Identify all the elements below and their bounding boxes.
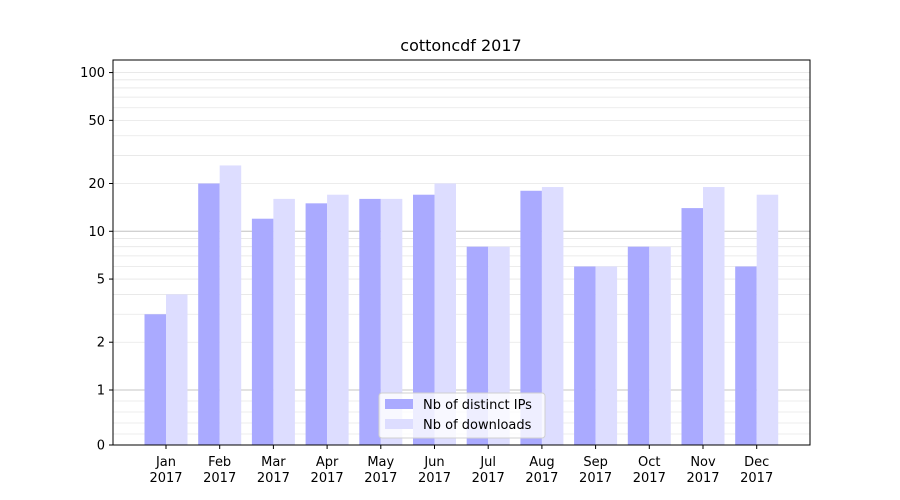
bar-downloads	[219, 165, 242, 445]
legend-label: Nb of distinct IPs	[423, 398, 532, 413]
x-tick-label-year: 2017	[740, 471, 773, 486]
bar-downloads	[595, 266, 618, 445]
x-tick-label-month: Feb	[208, 455, 231, 470]
x-tick-label-month: Sep	[583, 455, 608, 470]
legend-swatch	[385, 419, 413, 429]
y-tick-label: 0	[97, 439, 105, 454]
x-tick-label-year: 2017	[418, 471, 451, 486]
bar-downloads	[273, 198, 295, 445]
bar-downloads	[434, 183, 456, 445]
bar-distinct-ips	[413, 194, 435, 445]
x-tick-label-month: Apr	[316, 455, 339, 470]
y-tick-label: 20	[88, 177, 105, 192]
bar-distinct-ips	[144, 314, 166, 445]
bar-distinct-ips	[251, 218, 274, 445]
x-tick-label-year: 2017	[525, 471, 558, 486]
x-tick-label-year: 2017	[579, 471, 612, 486]
bar-distinct-ips	[735, 266, 757, 445]
x-tick-label-month: Aug	[529, 455, 554, 470]
x-tick-label-year: 2017	[686, 471, 719, 486]
legend-swatch	[385, 399, 413, 409]
plot-frame	[112, 59, 811, 446]
y-tick-label: 1	[97, 384, 105, 399]
x-axis: Jan2017Feb2017Mar2017Apr2017May2017Jun20…	[149, 445, 773, 486]
x-tick-label-month: May	[367, 455, 394, 470]
x-tick-label-year: 2017	[633, 471, 666, 486]
y-tick-label: 10	[88, 225, 105, 240]
x-tick-label-month: Jan	[155, 455, 176, 470]
legend-box	[378, 392, 546, 439]
bar-downloads	[166, 294, 188, 445]
bar-downloads	[756, 194, 779, 445]
bar-downloads	[327, 194, 349, 445]
bar-distinct-ips	[305, 203, 328, 445]
bar-downloads	[649, 246, 671, 445]
bars	[144, 165, 779, 445]
y-tick-label: 5	[97, 273, 105, 288]
x-tick-label-year: 2017	[311, 471, 344, 486]
y-tick-label: 100	[80, 66, 105, 81]
y-tick-label: 2	[97, 336, 105, 351]
x-tick-label-month: Jun	[423, 455, 444, 470]
y-tick-label: 50	[88, 114, 105, 129]
x-tick-label-year: 2017	[203, 471, 236, 486]
x-tick-label-month: Dec	[744, 455, 769, 470]
bar-distinct-ips	[520, 190, 542, 445]
legend: Nb of distinct IPs Nb of downloads	[378, 392, 546, 439]
x-tick-label-month: Nov	[690, 455, 716, 470]
x-tick-label-year: 2017	[257, 471, 290, 486]
x-tick-label-month: Mar	[261, 455, 286, 470]
bar-downloads	[541, 187, 564, 445]
bar-distinct-ips	[198, 183, 220, 445]
bar-distinct-ips	[627, 246, 650, 445]
bar-downloads	[703, 187, 725, 445]
bar-distinct-ips	[574, 266, 596, 445]
bar-distinct-ips	[681, 208, 703, 445]
bar-downloads	[380, 198, 403, 445]
x-tick-label-year: 2017	[472, 471, 505, 486]
x-tick-label-year: 2017	[364, 471, 397, 486]
legend-label: Nb of downloads	[423, 418, 532, 433]
x-tick-label-year: 2017	[149, 471, 182, 486]
bar-distinct-ips	[359, 198, 381, 445]
y-axis: 0 1 2 5 10 20 50 100	[80, 66, 113, 454]
chart-title: cottoncdf 2017	[400, 36, 521, 55]
x-tick-label-month: Jul	[479, 455, 496, 470]
x-tick-label-month: Oct	[638, 455, 660, 470]
